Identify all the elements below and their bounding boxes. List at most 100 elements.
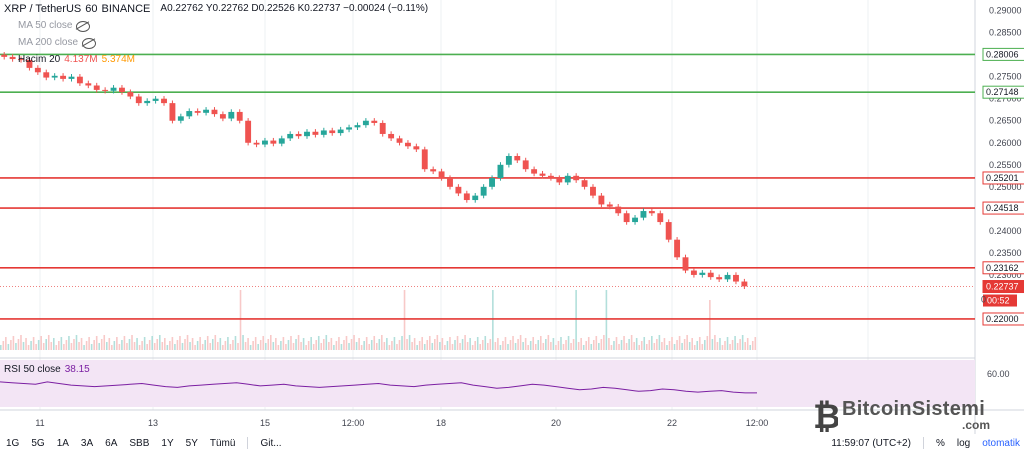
candle-body — [489, 178, 495, 187]
percent-toggle[interactable]: % — [935, 437, 945, 449]
range-5g[interactable]: 5G — [31, 437, 45, 449]
volume-bar — [239, 290, 242, 350]
candle-body — [581, 180, 588, 187]
candle-body — [648, 211, 655, 214]
volume-bar — [83, 345, 85, 350]
volume-bar — [615, 337, 618, 350]
auto-toggle[interactable]: otomatik — [982, 437, 1020, 449]
volume-bar — [436, 335, 439, 350]
volume-bar — [560, 337, 562, 350]
volume-bar — [158, 335, 161, 350]
eye-hidden-icon[interactable] — [76, 20, 91, 32]
volume-bar — [209, 343, 212, 350]
volume-bar — [696, 341, 699, 350]
volume-bar — [151, 336, 153, 350]
volume-bar — [201, 344, 204, 350]
range-1a[interactable]: 1A — [56, 437, 69, 449]
volume-bar — [186, 335, 189, 350]
eye-hidden-icon[interactable] — [82, 37, 97, 49]
volume-bar — [479, 344, 482, 350]
volume-bar — [343, 340, 345, 350]
volume-bar — [719, 338, 721, 350]
volume-bar — [401, 336, 403, 350]
volume-bar — [388, 345, 391, 350]
volume-bar — [686, 335, 688, 350]
time-axis-label: 18 — [436, 418, 446, 428]
ma50-legend[interactable]: MA 50 close — [18, 20, 91, 32]
volume-bar — [128, 339, 131, 350]
volume-bar — [35, 344, 37, 350]
volume-bar — [138, 345, 141, 350]
level-price-label: 0.24518 — [986, 203, 1019, 213]
candle-body — [371, 120, 378, 123]
candle-body — [404, 142, 411, 147]
volume-bar — [348, 343, 350, 350]
price-tick-label: 0.25000 — [989, 182, 1022, 192]
bitcoin-icon: ₿ — [813, 398, 838, 434]
range-1y[interactable]: 1Y — [161, 437, 174, 449]
candle-body — [514, 155, 521, 161]
volume-bar — [454, 340, 456, 350]
volume-bar — [320, 343, 323, 350]
symbol-name[interactable]: XRP / TetherUS — [4, 3, 82, 15]
candle-body — [110, 87, 117, 91]
candle-body — [135, 96, 142, 104]
volume-bar — [469, 338, 471, 350]
candle-body — [203, 109, 210, 113]
volume-bar — [181, 343, 184, 350]
volume-bar — [300, 342, 302, 350]
volume-bar — [325, 335, 328, 350]
volume-bar — [598, 343, 600, 350]
time-axis-label: 11 — [35, 418, 44, 428]
volume-bar — [711, 339, 714, 350]
price-tick-label: 0.26500 — [989, 116, 1022, 126]
range-all[interactable]: Tümü — [209, 437, 236, 449]
volume-bar — [161, 342, 164, 350]
volume-bar — [174, 344, 176, 350]
volume-bar — [751, 341, 754, 350]
volume-bar — [532, 337, 535, 350]
goto-date-button[interactable]: Git... — [260, 437, 282, 449]
volume-bar — [406, 339, 408, 350]
interval-label[interactable]: 60 — [85, 3, 98, 15]
volume-bar — [350, 339, 353, 350]
ma200-legend[interactable]: MA 200 close — [18, 37, 97, 49]
volume-bar — [103, 335, 106, 350]
volume-bar — [545, 339, 547, 350]
rsi-pane-background — [0, 360, 975, 407]
volume-bar — [269, 335, 272, 350]
volume-bar — [494, 342, 497, 350]
volume-bar — [592, 340, 595, 350]
range-1g[interactable]: 1G — [6, 437, 20, 449]
volume-bar — [63, 344, 65, 350]
volume-bar — [10, 340, 12, 350]
range-6a[interactable]: 6A — [105, 437, 118, 449]
volume-bar — [315, 340, 318, 350]
volume-bar — [706, 336, 709, 350]
volume-bar — [666, 345, 668, 350]
volume-bar — [227, 337, 229, 350]
rsi-legend[interactable]: RSI 50 close 38.15 — [4, 364, 90, 376]
volume-bar — [204, 340, 206, 350]
level-price-label: 0.23162 — [986, 263, 1019, 273]
candle-body — [657, 213, 664, 223]
range-5y[interactable]: 5Y — [185, 437, 198, 449]
volume-legend[interactable]: Hacim 20 4.137M 5.374M — [18, 54, 135, 66]
volume-bar — [653, 343, 656, 350]
volume-bar — [252, 341, 254, 350]
log-toggle[interactable]: log — [956, 437, 971, 449]
volume-bar — [287, 340, 290, 350]
range-sbb[interactable]: SBB — [129, 437, 150, 449]
range-3a[interactable]: 3A — [80, 437, 94, 449]
candle-body — [472, 195, 479, 201]
candle-body — [26, 59, 33, 68]
candle-body — [741, 281, 748, 287]
candle-body — [236, 111, 243, 121]
clock-display[interactable]: 11:59:07 (UTC+2) — [831, 437, 911, 449]
volume-bar — [572, 339, 575, 350]
candle-body — [211, 109, 218, 115]
volume-bar — [610, 345, 613, 350]
volume-bar — [330, 338, 333, 350]
